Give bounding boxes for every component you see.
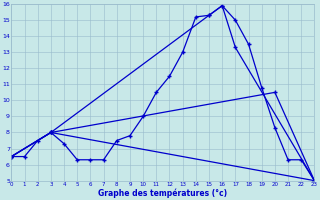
X-axis label: Graphe des températures (°c): Graphe des températures (°c) (98, 188, 228, 198)
